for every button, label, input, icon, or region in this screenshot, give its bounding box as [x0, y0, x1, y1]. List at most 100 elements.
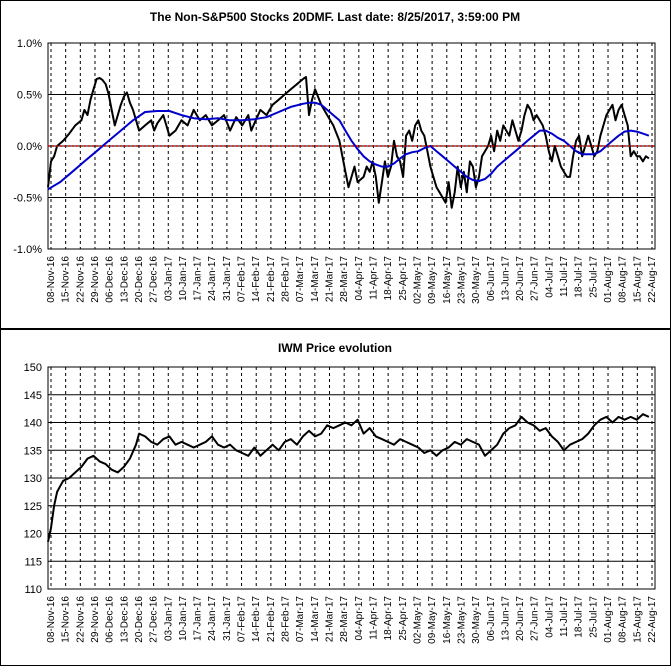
x-tick-label: 21-Mar-17 — [325, 256, 336, 303]
x-tick-label: 28-Feb-17 — [281, 596, 292, 643]
x-tick-label: 27-Jun-17 — [530, 256, 541, 301]
y-tick-label: 135 — [24, 445, 42, 457]
y-tick-label: 1.0% — [17, 38, 42, 50]
x-tick-label: 11-Jul-17 — [559, 256, 570, 297]
x-tick-label: 07-Mar-17 — [295, 596, 306, 643]
y-tick-label: 110 — [24, 584, 42, 596]
series-line-0 — [47, 413, 650, 543]
x-tick-label: 27-Dec-16 — [149, 596, 160, 643]
x-tick-label: 08-Nov-16 — [46, 256, 57, 303]
x-tick-label: 20-Jun-17 — [515, 596, 526, 641]
x-tick-label: 15-Aug-17 — [632, 596, 643, 643]
x-tick-label: 20-Dec-16 — [134, 256, 145, 303]
x-tick-label: 07-Mar-17 — [295, 256, 306, 303]
x-tick-label: 01-Aug-17 — [603, 256, 614, 303]
x-tick-label: 11-Apr-17 — [368, 596, 379, 640]
x-tick-label: 10-Jan-17 — [178, 596, 189, 641]
x-tick-label: 11-Jul-17 — [559, 596, 570, 637]
x-tick-label: 21-Mar-17 — [325, 596, 336, 643]
y-tick-label: 140 — [24, 418, 42, 430]
y-tick-label: 120 — [24, 529, 42, 541]
x-tick-label: 02-May-17 — [412, 256, 423, 304]
x-tick-label: 01-Aug-17 — [603, 596, 614, 643]
x-tick-label: 29-Nov-16 — [90, 256, 101, 303]
x-tick-label: 27-Jun-17 — [530, 596, 541, 641]
x-tick-label: 15-Nov-16 — [61, 596, 72, 643]
chart-2-title: IWM Price evolution — [278, 341, 392, 355]
x-tick-label: 20-Dec-16 — [134, 596, 145, 643]
chart-2-plot: 150 145 140 135 130 125 120 115 110 08-Nov-16 15-N… — [24, 362, 658, 644]
x-tick-label: 17-Jan-17 — [193, 256, 204, 301]
x-tick-label: 22-Aug-17 — [647, 596, 658, 643]
x-tick-label: 09-May-17 — [427, 256, 438, 304]
x-tick-label: 06-Jun-17 — [486, 256, 497, 301]
x-tick-label: 13-Dec-16 — [119, 256, 130, 303]
x-tick-label: 21-Feb-17 — [266, 596, 277, 643]
chart-1-title: The Non-S&P500 Stocks 20DMF. Last date: … — [150, 10, 520, 24]
x-tick-label: 04-Apr-17 — [354, 256, 365, 301]
x-tick-label: 28-Feb-17 — [281, 256, 292, 303]
x-tick-label: 11-Apr-17 — [368, 256, 379, 300]
x-tick-label: 15-Aug-17 — [632, 256, 643, 303]
x-tick-label: 25-Jul-17 — [588, 596, 599, 638]
y-tick-label: 0.5% — [17, 90, 42, 102]
x-tick-label: 16-May-17 — [442, 256, 453, 304]
x-tick-label: 23-May-17 — [456, 596, 467, 644]
x-tick-label: 07-Feb-17 — [237, 256, 248, 303]
x-tick-label: 17-Jan-17 — [193, 596, 204, 641]
x-tick-label: 13-Dec-16 — [119, 596, 130, 643]
x-tick-label: 02-May-17 — [412, 596, 423, 644]
x-tick-label: 08-Aug-17 — [618, 596, 629, 643]
x-tick-label: 24-Jan-17 — [207, 596, 218, 641]
x-tick-label: 22-Nov-16 — [75, 256, 86, 303]
x-tick-label: 18-Apr-17 — [383, 256, 394, 301]
y-tick-label: -1.0% — [13, 244, 42, 256]
x-tick-label: 29-Nov-16 — [90, 596, 101, 643]
x-tick-label: 24-Jan-17 — [207, 256, 218, 301]
x-tick-label: 20-Jun-17 — [515, 256, 526, 301]
x-tick-label: 04-Jul-17 — [544, 596, 555, 638]
x-tick-label: 25-Apr-17 — [398, 596, 409, 641]
x-tick-label: 28-Mar-17 — [339, 596, 350, 643]
chart-1-plot: 1.0% 0.5% 0.0% -0.5% -1.0% 08-Nov-16 15-Nov-16… — [13, 38, 658, 304]
x-tick-label: 30-May-17 — [471, 596, 482, 644]
x-tick-label: 08-Nov-16 — [46, 596, 57, 643]
x-tick-label: 06-Dec-16 — [105, 256, 116, 303]
x-tick-label: 25-Apr-17 — [398, 256, 409, 301]
y-tick-label: 0.0% — [17, 141, 42, 153]
x-tick-label: 31-Jan-17 — [222, 596, 233, 641]
x-tick-label: 28-Mar-17 — [339, 256, 350, 303]
y-tick-label: 130 — [24, 473, 42, 485]
x-tick-label: 13-Jun-17 — [500, 596, 511, 641]
x-tick-label: 08-Aug-17 — [618, 256, 629, 303]
x-tick-label: 14-Feb-17 — [251, 596, 262, 643]
x-tick-label: 27-Dec-16 — [149, 256, 160, 303]
x-tick-label: 09-May-17 — [427, 596, 438, 644]
x-tick-label: 22-Nov-16 — [75, 596, 86, 643]
x-tick-label: 22-Aug-17 — [647, 256, 658, 303]
x-tick-label: 30-May-17 — [471, 256, 482, 304]
x-tick-label: 18-Jul-17 — [574, 256, 585, 298]
x-tick-label: 23-May-17 — [456, 256, 467, 304]
y-tick-label: 145 — [24, 390, 42, 402]
y-tick-label: -0.5% — [13, 193, 42, 205]
y-tick-label: 115 — [24, 556, 42, 568]
x-tick-label: 16-May-17 — [442, 596, 453, 644]
x-tick-label: 18-Jul-17 — [574, 596, 585, 638]
x-tick-label: 07-Feb-17 — [237, 596, 248, 643]
x-tick-label: 14-Mar-17 — [310, 256, 321, 303]
x-tick-label: 06-Dec-16 — [105, 596, 116, 643]
y-tick-label: 125 — [24, 501, 42, 513]
x-tick-label: 21-Feb-17 — [266, 256, 277, 303]
x-tick-label: 14-Mar-17 — [310, 596, 321, 643]
x-tick-label: 31-Jan-17 — [222, 256, 233, 301]
x-tick-label: 18-Apr-17 — [383, 596, 394, 641]
x-tick-label: 06-Jun-17 — [486, 596, 497, 641]
x-tick-label: 14-Feb-17 — [251, 256, 262, 303]
series-line-0 — [47, 76, 650, 209]
x-tick-label: 13-Jun-17 — [500, 256, 511, 301]
x-tick-label: 10-Jan-17 — [178, 256, 189, 301]
x-tick-label: 15-Nov-16 — [61, 256, 72, 303]
x-tick-label: 25-Jul-17 — [588, 256, 599, 298]
